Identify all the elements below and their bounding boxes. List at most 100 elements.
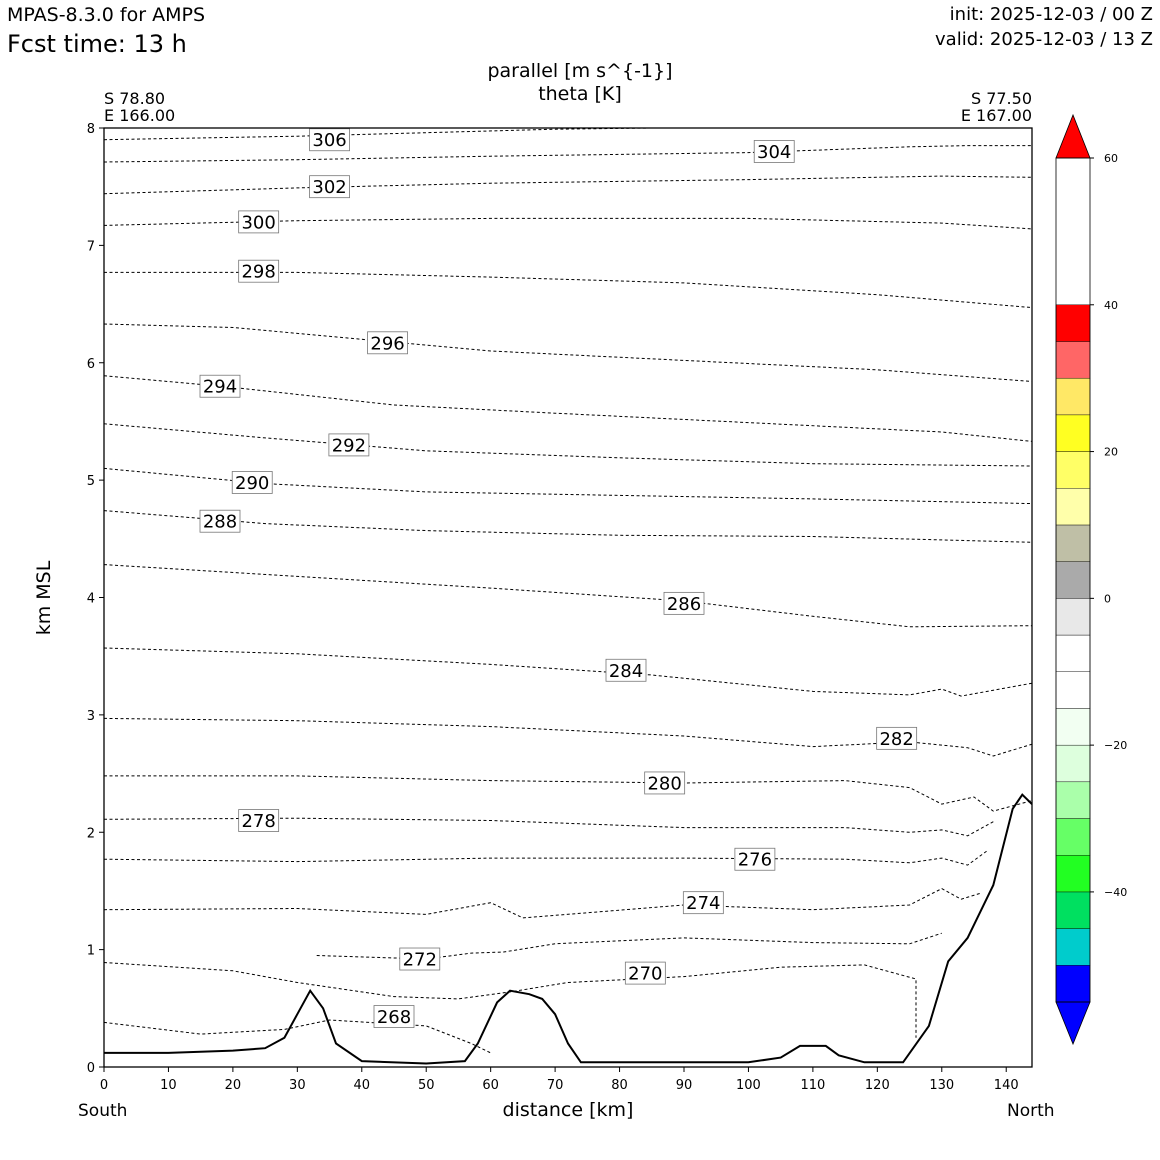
theta-contour-272 — [316, 932, 942, 960]
x-tick-label-110: 110 — [800, 1078, 825, 1093]
theta-contour-288 — [104, 510, 1032, 543]
colorbar-segment — [1055, 634, 1091, 672]
contour-label-box-280 — [644, 771, 686, 795]
y-tick-label-8: 8 — [87, 122, 95, 137]
model-title: MPAS-8.3.0 for AMPS — [7, 4, 206, 26]
contour-label-box-286 — [663, 591, 705, 615]
y-tick-label-1: 1 — [87, 944, 95, 959]
right-endpoint-lon: E 167.00 — [960, 106, 1032, 125]
contour-label-276: 276 — [738, 850, 772, 871]
contour-label-box-276 — [734, 847, 776, 871]
north-direction-label: North — [1007, 1101, 1055, 1121]
y-tick-label-3: 3 — [87, 709, 95, 724]
colorbar-segment — [1055, 451, 1091, 489]
valid-time: valid: 2025-12-03 / 13 Z — [935, 29, 1153, 50]
chart-title-line-2: theta [K] — [538, 83, 622, 105]
contour-label-298: 298 — [241, 262, 275, 283]
colorbar-segment — [1055, 598, 1091, 636]
theta-contour-270 — [104, 962, 917, 1038]
theta-contour-274 — [104, 888, 981, 919]
contour-label-box-282 — [876, 726, 918, 750]
colorbar-segment — [1055, 928, 1091, 966]
contour-label-box-296 — [367, 331, 408, 355]
y-tick-label-4: 4 — [87, 592, 95, 607]
contour-label-box-288 — [199, 509, 241, 533]
contour-label-box-278 — [238, 809, 280, 832]
contour-label-268: 268 — [377, 1007, 411, 1028]
contour-label-box-294 — [199, 374, 241, 398]
forecast-time: Fcst time: 13 h — [7, 30, 187, 58]
theta-contour-268 — [104, 1019, 491, 1054]
colorbar: 60 40 20 0 −20 −40 — [1055, 113, 1127, 1046]
colorbar-segment — [1055, 341, 1091, 379]
theta-contour-280 — [104, 775, 1032, 812]
contour-label-box-290 — [231, 471, 273, 494]
contour-label-286: 286 — [667, 594, 701, 615]
colorbar-segment — [1055, 414, 1091, 452]
x-tick-label-80: 80 — [611, 1078, 628, 1093]
colorbar-segment — [1055, 488, 1091, 526]
contour-label-box-284 — [605, 658, 647, 682]
y-tick-label-6: 6 — [87, 357, 95, 372]
theta-contour-276 — [104, 850, 988, 866]
colorbar-extend-high — [1055, 113, 1091, 159]
colorbar-tick-label: −20 — [1104, 739, 1127, 752]
contour-label-box-270 — [624, 961, 666, 985]
colorbar-segment — [1055, 744, 1091, 783]
colorbar-segment — [1055, 855, 1091, 893]
theta-contour-306 — [104, 128, 652, 141]
x-tick-label-0: 0 — [100, 1078, 108, 1093]
x-tick-label-100: 100 — [736, 1078, 761, 1093]
colorbar-segment — [1055, 561, 1091, 599]
colorbar-segment — [1055, 671, 1091, 709]
left-endpoint-lon: E 166.00 — [104, 106, 176, 125]
colorbar-tick-label: −40 — [1104, 886, 1127, 899]
contour-label-302: 302 — [312, 177, 346, 198]
theta-contour-302 — [104, 175, 1032, 195]
colorbar-segment — [1055, 781, 1091, 819]
colorbar-frame — [1055, 157, 1091, 1003]
colorbar-segment — [1055, 304, 1091, 342]
y-tick-label-0: 0 — [87, 1061, 95, 1076]
y-tick-label-5: 5 — [87, 474, 95, 489]
contour-label-272: 272 — [403, 950, 437, 971]
colorbar-tick-label: 40 — [1104, 299, 1118, 312]
colorbar-segment — [1055, 965, 1091, 1003]
colorbar-tick-label: 60 — [1104, 152, 1118, 165]
contour-label-box-306 — [309, 128, 350, 152]
x-tick-label-10: 10 — [160, 1078, 177, 1093]
chart-title-line-1: parallel [m s^{-1}] — [487, 60, 673, 82]
theta-contour-278 — [104, 817, 994, 837]
x-tick-label-50: 50 — [418, 1078, 435, 1093]
contour-label-304: 304 — [757, 142, 791, 163]
x-tick-label-20: 20 — [225, 1078, 242, 1093]
theta-contour-286 — [104, 564, 1032, 628]
colorbar-segment — [1055, 891, 1091, 929]
plot-area: 306 304 302 300 298 296 294 292 290 288 286 284 282 2… — [104, 128, 1032, 1065]
contour-label-box-274 — [682, 891, 724, 915]
contour-label-278: 278 — [241, 811, 275, 832]
y-tick-label-2: 2 — [87, 826, 95, 841]
init-time: init: 2025-12-03 / 00 Z — [949, 4, 1153, 25]
contour-label-300: 300 — [241, 212, 275, 233]
contour-label-box-292 — [328, 433, 370, 457]
contour-label-284: 284 — [609, 661, 643, 682]
contour-label-306: 306 — [312, 130, 346, 151]
contour-label-box-302 — [309, 175, 350, 199]
theta-contour-296 — [104, 323, 1032, 382]
theta-contour-294 — [104, 375, 1032, 442]
terrain-line — [104, 793, 1032, 1065]
x-tick-label-60: 60 — [482, 1078, 499, 1093]
colorbar-segment — [1055, 818, 1091, 856]
y-tick-label-7: 7 — [87, 239, 95, 254]
colorbar-segment — [1055, 524, 1091, 562]
x-tick-label-40: 40 — [354, 1078, 371, 1093]
theta-contour-284 — [104, 647, 1032, 697]
x-tick-label-140: 140 — [994, 1078, 1019, 1093]
contour-label-280: 280 — [647, 773, 681, 794]
left-endpoint-lat: S 78.80 — [104, 89, 166, 108]
axes: 0 10 20 30 40 50 60 70 80 90 100 110 120 130 140 0 1 2 3 4 5… — [87, 122, 1019, 1093]
contour-label-box-304 — [753, 140, 795, 163]
theta-contour-292 — [104, 423, 1032, 467]
